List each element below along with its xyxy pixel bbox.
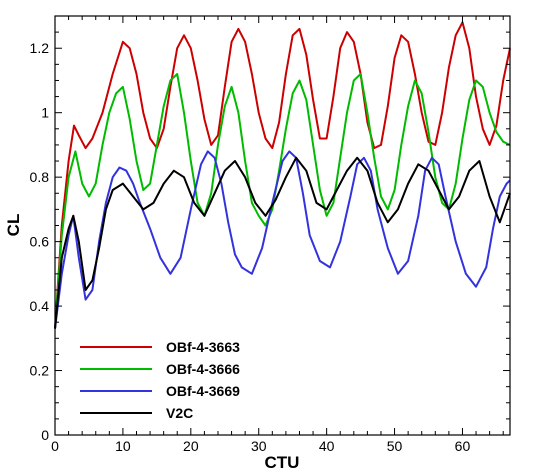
plot-frame: [54, 15, 511, 436]
series-line-3: [54, 150, 511, 329]
y-tick-label: 0.4: [30, 298, 50, 314]
y-axis-title: CL: [4, 214, 23, 237]
legend-label-4: V2C: [166, 405, 193, 421]
legend-label-3: OBf-4-3669: [166, 383, 240, 399]
legend-label-1: OBf-4-3663: [166, 339, 240, 355]
legend-label-2: OBf-4-3666: [166, 361, 240, 377]
y-tick-label: 0: [41, 427, 49, 443]
series-layer: [54, 21, 511, 329]
y-tick-label: 1: [41, 105, 49, 121]
x-tick-label: 60: [455, 438, 471, 454]
y-tick-label: 1.2: [30, 40, 50, 56]
x-axis-title: CTU: [265, 453, 300, 471]
x-tick-label: 30: [251, 438, 267, 454]
series-line-1: [54, 21, 511, 329]
ticks-layer: 0 10 20 30 40 50 60 0 0.2 0.4 0.6 0.8 1 1.2: [30, 16, 510, 454]
series-line-2: [54, 73, 511, 329]
y-tick-label: 0.2: [30, 363, 50, 379]
x-tick-label: 20: [183, 438, 199, 454]
y-tick-label: 0.8: [30, 169, 50, 185]
x-tick-label: 40: [319, 438, 335, 454]
series-line-4: [54, 156, 511, 329]
x-tick-label: 0: [51, 438, 59, 454]
x-tick-label: 50: [387, 438, 403, 454]
x-tick-label: 10: [115, 438, 131, 454]
y-tick-label: 0.6: [30, 234, 50, 250]
legend: OBf-4-3663 OBf-4-3666 OBf-4-3669 V2C: [80, 339, 240, 421]
